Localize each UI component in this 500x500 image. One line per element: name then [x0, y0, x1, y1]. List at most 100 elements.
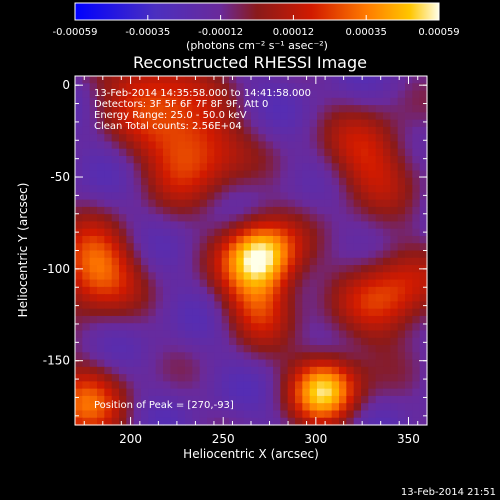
heatmap-cell [214, 155, 223, 164]
heatmap-cell [265, 90, 274, 99]
heatmap-cell [390, 308, 399, 317]
heatmap-cell [368, 192, 377, 201]
heatmap-cell [104, 345, 113, 353]
heatmap-cell [361, 235, 369, 244]
heatmap-cell [104, 352, 113, 361]
heatmap-cell [170, 315, 179, 324]
heatmap-cell [236, 112, 245, 121]
heatmap-cell [375, 105, 384, 113]
heatmap-cell [412, 119, 421, 128]
heatmap-cell [126, 235, 135, 244]
heatmap-cell [309, 265, 318, 273]
heatmap-cell [405, 105, 413, 113]
heatmap-cell [383, 388, 391, 397]
heatmap-cell [273, 134, 281, 143]
heatmap-cell [317, 177, 325, 186]
heatmap-cell [148, 388, 157, 397]
heatmap-cell [324, 148, 333, 157]
heatmap-cell [309, 221, 318, 230]
heatmap-cell [375, 243, 384, 252]
heatmap-cell [353, 410, 362, 419]
heatmap-cell [148, 395, 157, 404]
heatmap-cell [82, 134, 91, 143]
heatmap-cell [383, 366, 391, 375]
heatmap-cell [177, 272, 186, 281]
heatmap-cell [309, 301, 318, 310]
heatmap-cell [207, 308, 215, 317]
heatmap-cell [133, 177, 142, 186]
heatmap-cell [265, 126, 274, 135]
heatmap-cell [368, 323, 377, 332]
heatmap-cell [302, 206, 311, 215]
heatmap-cell [251, 286, 259, 295]
heatmap-cell [324, 403, 333, 412]
heatmap-cell [397, 410, 406, 419]
heatmap-cell [324, 417, 333, 426]
heatmap-cell [265, 337, 274, 346]
heatmap-cell [280, 177, 289, 186]
heatmap-cell [251, 410, 259, 419]
heatmap-cell [419, 286, 428, 295]
heatmap-cell [214, 417, 223, 426]
heatmap-cell [280, 374, 289, 382]
heatmap-cell [368, 76, 377, 84]
heatmap-cell [287, 170, 296, 179]
heatmap-cell [346, 410, 355, 419]
heatmap-cell [251, 366, 259, 375]
heatmap-cell [236, 417, 245, 426]
heatmap-cell [141, 417, 149, 426]
heatmap-cell [75, 308, 83, 317]
heatmap-cell [280, 257, 289, 266]
heatmap-cell [177, 410, 186, 419]
heatmap-cell [265, 265, 274, 273]
heatmap-cell [287, 352, 296, 361]
heatmap-cell [207, 417, 215, 426]
heatmap-cell [353, 337, 362, 346]
heatmap-cell [309, 279, 318, 288]
heatmap-cell [221, 301, 230, 310]
heatmap-cell [170, 330, 179, 339]
heatmap-cell [405, 235, 413, 244]
heatmap-cell [368, 163, 377, 172]
heatmap-cell [397, 185, 406, 193]
heatmap-cell [221, 76, 230, 84]
heatmap-cell [346, 155, 355, 164]
heatmap-cell [375, 126, 384, 135]
heatmap-cell [375, 90, 384, 99]
heatmap-cell [148, 148, 157, 157]
heatmap-cell [199, 308, 208, 317]
heatmap-cell [243, 141, 252, 150]
heatmap-cell [177, 330, 186, 339]
heatmap-cell [155, 403, 164, 412]
heatmap-cell [97, 345, 105, 353]
heatmap-cell [258, 228, 267, 237]
heatmap-cell [229, 112, 237, 121]
heatmap-cell [148, 410, 157, 419]
heatmap-cell [119, 112, 127, 121]
heatmap-cell [192, 141, 201, 150]
heatmap-cell [185, 170, 193, 179]
heatmap-cell [148, 330, 157, 339]
heatmap-cell [155, 90, 164, 99]
heatmap-cell [236, 301, 245, 310]
heatmap-cell [170, 83, 179, 92]
heatmap-cell [221, 337, 230, 346]
heatmap-cell [155, 250, 164, 259]
heatmap-cell [177, 148, 186, 157]
heatmap-cell [295, 381, 303, 390]
heatmap-cell [133, 272, 142, 281]
heatmap-cell [251, 279, 259, 288]
heatmap-cell [229, 388, 237, 397]
heatmap-cell [141, 126, 149, 135]
heatmap-cell [397, 97, 406, 106]
heatmap-cell [383, 308, 391, 317]
heatmap-cell [419, 221, 428, 230]
heatmap-cell [185, 323, 193, 332]
heatmap-cell [229, 352, 237, 361]
heatmap-cell [185, 90, 193, 99]
heatmap-cell [361, 395, 369, 404]
heatmap-cell [133, 279, 142, 288]
heatmap-cell [141, 359, 149, 368]
heatmap-cell [111, 272, 120, 281]
heatmap-cell [185, 214, 193, 223]
